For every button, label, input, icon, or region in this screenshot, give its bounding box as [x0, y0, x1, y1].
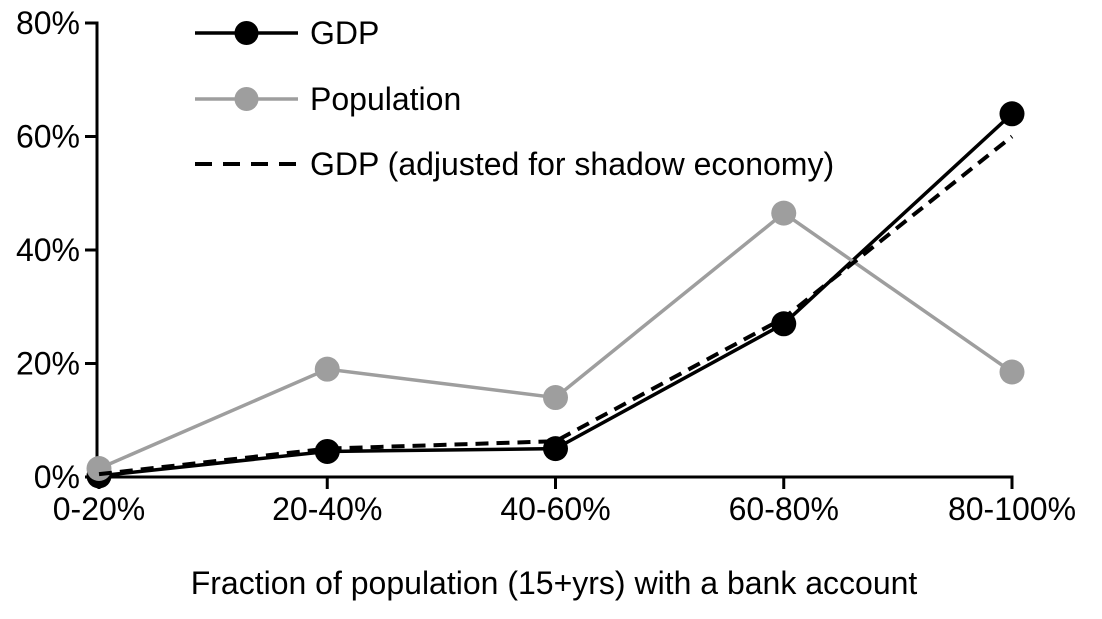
legend-label: GDP — [310, 15, 379, 51]
y-tick-label: 40% — [16, 232, 80, 268]
x-axis-title: Fraction of population (15+yrs) with a b… — [191, 565, 918, 601]
data-point-marker — [543, 385, 568, 411]
x-tick-label: 80-100% — [948, 491, 1076, 527]
legend-marker — [234, 87, 259, 111]
data-point-marker — [86, 455, 112, 481]
y-axis: 0% 20% 40% 60% 80% — [16, 5, 99, 495]
legend: GDP Population GDP (adjusted for shadow ec… — [195, 15, 834, 182]
legend-label: GDP (adjusted for shadow economy) — [310, 146, 834, 182]
series-line-2 — [98, 134, 1014, 477]
data-point-marker — [771, 200, 797, 226]
data-point-marker — [999, 101, 1025, 127]
x-tick-label: 0-20% — [53, 491, 146, 527]
data-point-marker — [771, 311, 797, 337]
legend-marker — [234, 21, 259, 45]
x-tick-label: 40-60% — [500, 491, 610, 527]
y-tick-label: 80% — [16, 5, 80, 41]
x-tick-label: 60-80% — [729, 491, 839, 527]
data-point-marker — [314, 438, 340, 464]
y-tick-label: 20% — [16, 346, 80, 382]
data-point-marker — [999, 359, 1025, 385]
x-tick-label: 20-40% — [272, 491, 382, 527]
legend-label: Population — [310, 81, 461, 117]
data-point-marker — [314, 356, 340, 382]
x-axis: 0-20% 20-40% 40-60% 60-80% 80-100% — [53, 475, 1076, 527]
y-tick-label: 0% — [34, 459, 80, 495]
y-tick-label: 60% — [16, 119, 80, 155]
series-line-1 — [98, 210, 1013, 471]
series-lines — [86, 101, 1025, 489]
